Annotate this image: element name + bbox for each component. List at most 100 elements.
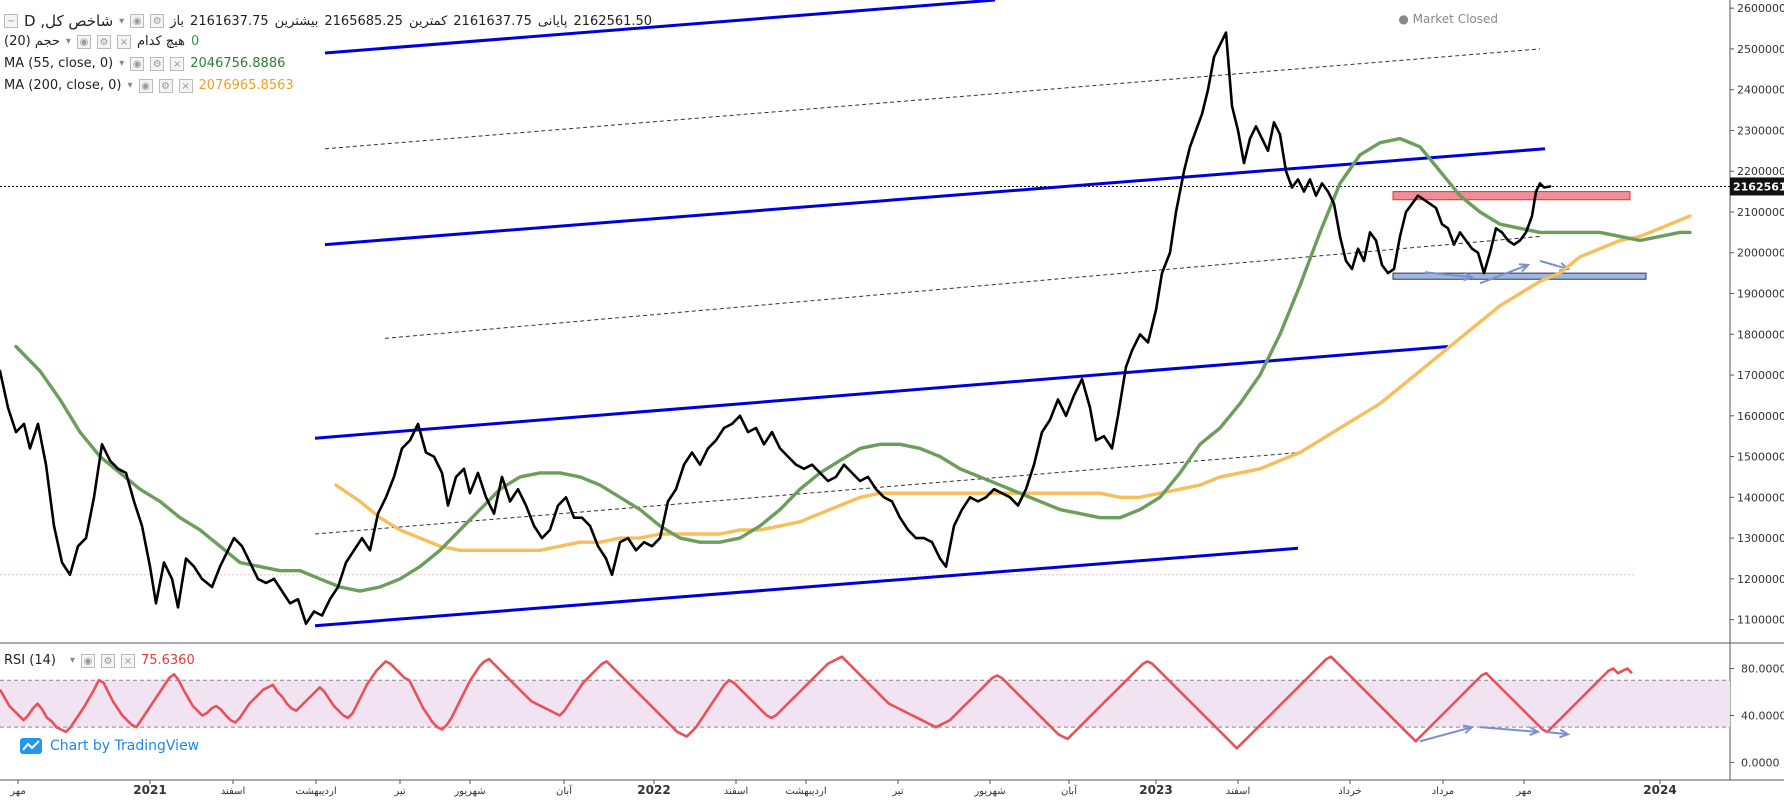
midline-dashed [324,48,1541,150]
rsi-label[interactable]: RSI (14) [4,653,56,668]
channel-line [324,0,996,55]
time-tick-label: 2023 [1139,783,1172,797]
settings-icon[interactable]: ⚙ [100,653,115,668]
ma200-value: 2076965.8563 [198,78,294,93]
last-price-label: 2162561.5 [1733,180,1784,193]
rsi-divergence-arrow [1479,726,1539,733]
ma200-label[interactable]: MA (200, close, 0) [4,78,122,93]
arrow-head [1529,726,1541,737]
price-tick-label: 1100000.0 [1737,614,1784,627]
open-value: 2161637.75 [190,13,269,29]
price-tick-label: 1300000.0 [1737,532,1784,545]
time-tick-label: اردیبهشت [785,786,826,797]
close-icon[interactable]: × [120,653,135,668]
low-value: 2161637.75 [453,13,532,29]
ma55-label[interactable]: MA (55, close, 0) [4,56,114,71]
eye-icon[interactable]: ◉ [76,34,91,49]
chevron-down-icon[interactable]: ▾ [127,80,133,91]
time-tick-label: مهر [1515,786,1531,797]
rsi-tick-label: 0.0000 [1741,756,1780,769]
channel-line [314,345,1449,440]
rsi-divergence-arrow [1544,730,1569,736]
channel-line [314,546,1299,628]
ma55-line [14,136,1692,593]
price-tick-label: 1900000.0 [1737,288,1784,301]
price-tick-label: 2400000.0 [1737,84,1784,97]
rsi-legend: RSI (14) ▾ ◉ ⚙ × 75.6360 [4,653,195,668]
volume-label[interactable]: حجم (20) [4,34,60,49]
symbol-legend: − شاخص کل, D ▾ ◉ ⚙ باز 2161637.75 بیشتری… [4,12,652,30]
tradingview-logo-icon [20,738,42,754]
market-status: ● Market Closed [1398,12,1498,26]
settings-icon[interactable]: ⚙ [96,34,111,49]
price-line [0,31,1552,626]
last-price-badge [1730,177,1784,196]
close-icon[interactable]: × [170,56,185,71]
collapse-icon[interactable]: − [4,14,18,28]
settings-icon[interactable]: ⚙ [150,14,165,28]
tradingview-branding[interactable]: Chart by TradingView [12,734,208,758]
divergence-arrow [1479,264,1529,285]
high-value: 2165685.25 [324,13,403,29]
close-icon[interactable]: × [178,78,193,93]
time-tick-label: اسفند [221,786,245,797]
rsi-series [0,655,1633,750]
close-icon[interactable]: × [116,34,131,49]
midline-dashed [314,451,1301,535]
settings-icon[interactable]: ⚙ [150,56,165,71]
rsi-value: 75.6360 [140,653,195,668]
price-axis[interactable]: 2600000.0 2500000.0 2400000.0 2300000.0 2200… [1730,2,1784,769]
volume-value-label: هیچ کدام [136,34,185,49]
ma200-legend: MA (200, close, 0) ▾ ◉ ⚙ × 2076965.8563 [4,78,294,93]
eye-icon[interactable]: ◉ [80,653,95,668]
time-tick-label: اردیبهشت [295,786,336,797]
price-tick-label: 1700000.0 [1737,369,1784,382]
price-tick-label: 2000000.0 [1737,247,1784,260]
time-tick-label: مهر [9,786,25,797]
eye-icon[interactable]: ◉ [130,14,145,28]
channel-line [324,147,1546,247]
price-tick-label: 1800000.0 [1737,328,1784,341]
price-tick-label: 2500000.0 [1737,43,1784,56]
settings-icon[interactable]: ⚙ [158,78,173,93]
arrow-head [1462,724,1475,734]
rsi-tick-label: 80.0000 [1741,662,1784,675]
arrow-head [1559,728,1571,739]
volume-value: 0 [190,34,200,49]
time-axis[interactable]: مهر 2021 اسفند اردیبهشت تیر شهریور آبان 2022 اسف… [9,780,1677,797]
chevron-down-icon[interactable]: ▾ [119,58,125,69]
support-zone [1392,272,1647,280]
ma55-value: 2046756.8886 [190,56,286,71]
price-tick-label: 2200000.0 [1737,165,1784,178]
time-tick-label: خرداد [1338,786,1361,797]
midline-dashed [384,235,1541,339]
eye-icon[interactable]: ◉ [138,78,153,93]
price-tick-label: 1600000.0 [1737,410,1784,423]
rsi-tick-label: 40.0000 [1741,709,1784,722]
chart-series [0,31,1692,626]
resistance-zone [1392,191,1631,201]
price-tick-label: 1400000.0 [1737,491,1784,504]
time-tick-label: تیر [891,786,904,797]
ma55-legend: MA (55, close, 0) ▾ ◉ ⚙ × 2046756.8886 [4,56,285,71]
divergence-arrow [1539,259,1569,271]
chevron-down-icon[interactable]: ▾ [69,655,75,666]
time-tick-label: 2024 [1643,783,1676,797]
market-status-label: Market Closed [1412,12,1498,26]
rsi-divergence-arrow [1419,726,1473,743]
time-tick-label: آبان [556,784,573,797]
chevron-down-icon[interactable]: ▾ [65,36,71,47]
main-pane-grid [0,0,1784,781]
high-label: بیشترین [274,13,319,29]
price-tick-label: 1500000.0 [1737,451,1784,464]
time-tick-label: مرداد [1432,786,1455,797]
rsi-line [0,655,1633,750]
eye-icon[interactable]: ◉ [130,56,145,71]
symbol-title[interactable]: شاخص کل, D [24,12,114,30]
price-tick-label: 2300000.0 [1737,124,1784,137]
chevron-down-icon[interactable]: ▾ [119,15,125,27]
time-tick-label: 2021 [133,783,166,797]
time-tick-label: اسفند [724,786,748,797]
branding-label: Chart by TradingView [50,738,200,754]
